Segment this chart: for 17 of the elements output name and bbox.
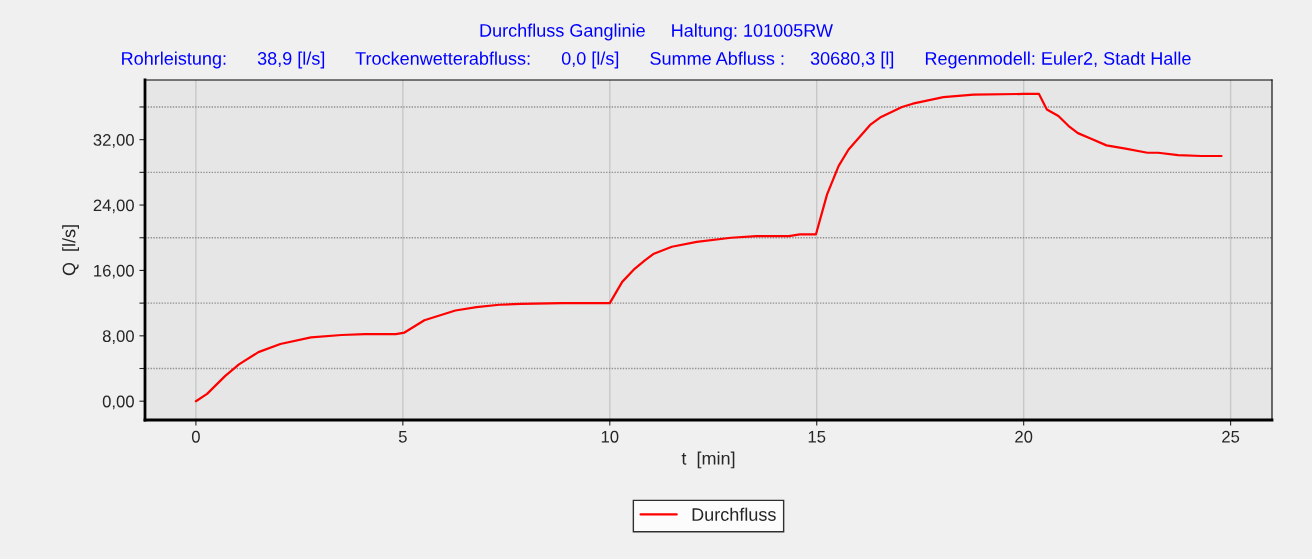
chart-title: Durchfluss Ganglinie Haltung: 101005RW <box>480 23 833 41</box>
x-tick-label: 5 <box>398 431 407 443</box>
y-axis-title: Q [l/s] <box>62 225 79 276</box>
x-tick-label: 15 <box>808 431 826 443</box>
y-tick-label: 0,00 <box>102 395 134 410</box>
y-tick-label: 8,00 <box>102 330 134 344</box>
line-series <box>194 92 1223 403</box>
x-tick-label: 10 <box>601 430 619 443</box>
x-tick-label: 20 <box>1015 430 1033 443</box>
x-tick-label: 0 <box>191 430 200 443</box>
chart-subtitle: Rohrleistung: 38,9 [l/s] Trockenwetterabfluss: 0,0 [l/s] Summe Abfluss : 30680,3 [l] Regenmodell: Euler2, Stadt Halle <box>122 51 1191 69</box>
x-axis-title: t [min] <box>681 451 735 469</box>
y-tick-label: 32,00 <box>93 134 134 148</box>
y-tick-label: 24,00 <box>93 199 134 214</box>
y-tick-label: 16,00 <box>94 264 134 279</box>
x-tick-label: 25 <box>1222 430 1240 443</box>
legend-label: Durchfluss <box>692 507 776 521</box>
